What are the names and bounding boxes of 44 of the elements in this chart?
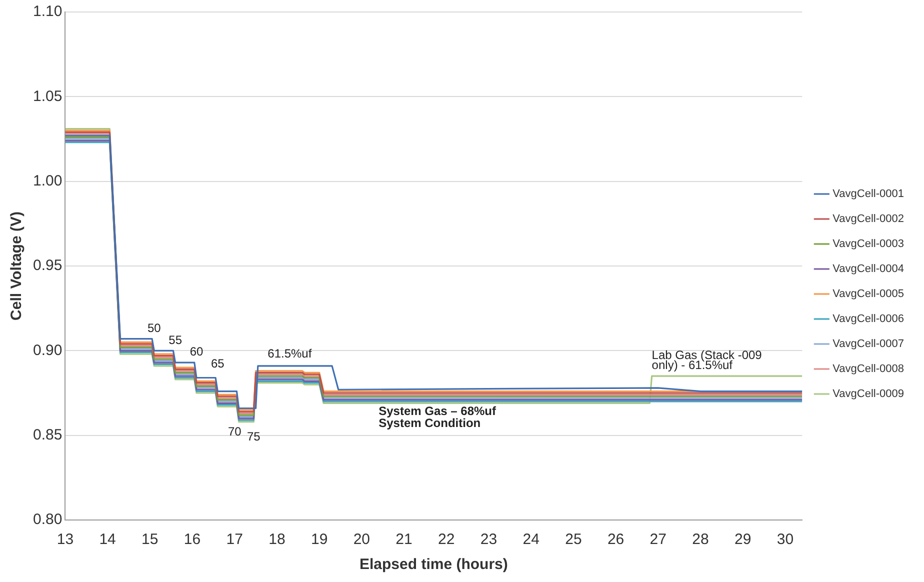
legend-label: VavgCell-0002 [832,213,904,226]
y-tick-label: 1.00 [32,172,62,190]
x-tick-label: 20 [353,531,370,548]
x-tick-label: 17 [226,531,243,548]
annotation: 65 [210,356,225,371]
y-tick-label: 1.05 [32,88,62,105]
legend-label: VavgCell-0006 [832,313,904,326]
x-tick-label: 14 [99,531,116,548]
y-tick-label: 0.95 [32,257,62,274]
annotation: 50 [147,320,162,335]
legend-label: VavgCell-0007 [832,338,904,350]
legend-label: VavgCell-0005 [832,288,904,300]
legend-label: VavgCell-0004 [832,263,904,276]
legend-label: VavgCell-0008 [832,363,904,376]
y-axis-title: Cell Voltage (V) [8,212,26,320]
y-tick-label: 0.90 [32,342,62,359]
annotation: 70 [228,424,242,438]
legend-label: VavgCell-0003 [832,238,904,250]
x-tick-label: 13 [56,531,74,548]
x-tick-label: 15 [142,531,158,548]
legend-label: VavgCell-0001 [832,188,904,200]
x-tick-label: 28 [692,531,709,548]
x-tick-label: 18 [268,531,286,548]
x-tick-label: 19 [310,531,328,548]
annotation: 55 [168,332,182,347]
x-tick-label: 23 [480,531,498,548]
x-tick-label: 26 [607,531,624,548]
annotation: System Gas – 68%uf [378,404,498,418]
x-tick-label: 24 [522,531,540,548]
x-tick-label: 25 [565,531,582,548]
y-tick-label: 0.85 [32,426,62,444]
x-axis-title: Elapsed time (hours) [360,556,508,574]
legend-label: VavgCell-0009 [832,388,904,400]
x-tick-label: 22 [438,531,455,548]
x-tick-label: 29 [734,531,752,548]
annotation: 60 [190,344,204,359]
annotation: 61.5%uf [268,346,312,360]
x-tick-label: 30 [776,531,794,548]
x-tick-label: 21 [396,531,412,548]
x-tick-label: 16 [184,531,201,548]
x-tick-label: 27 [650,531,666,548]
annotation: 75 [246,429,261,444]
y-tick-label: 0.80 [32,511,62,528]
y-tick-label: 1.10 [32,3,62,20]
